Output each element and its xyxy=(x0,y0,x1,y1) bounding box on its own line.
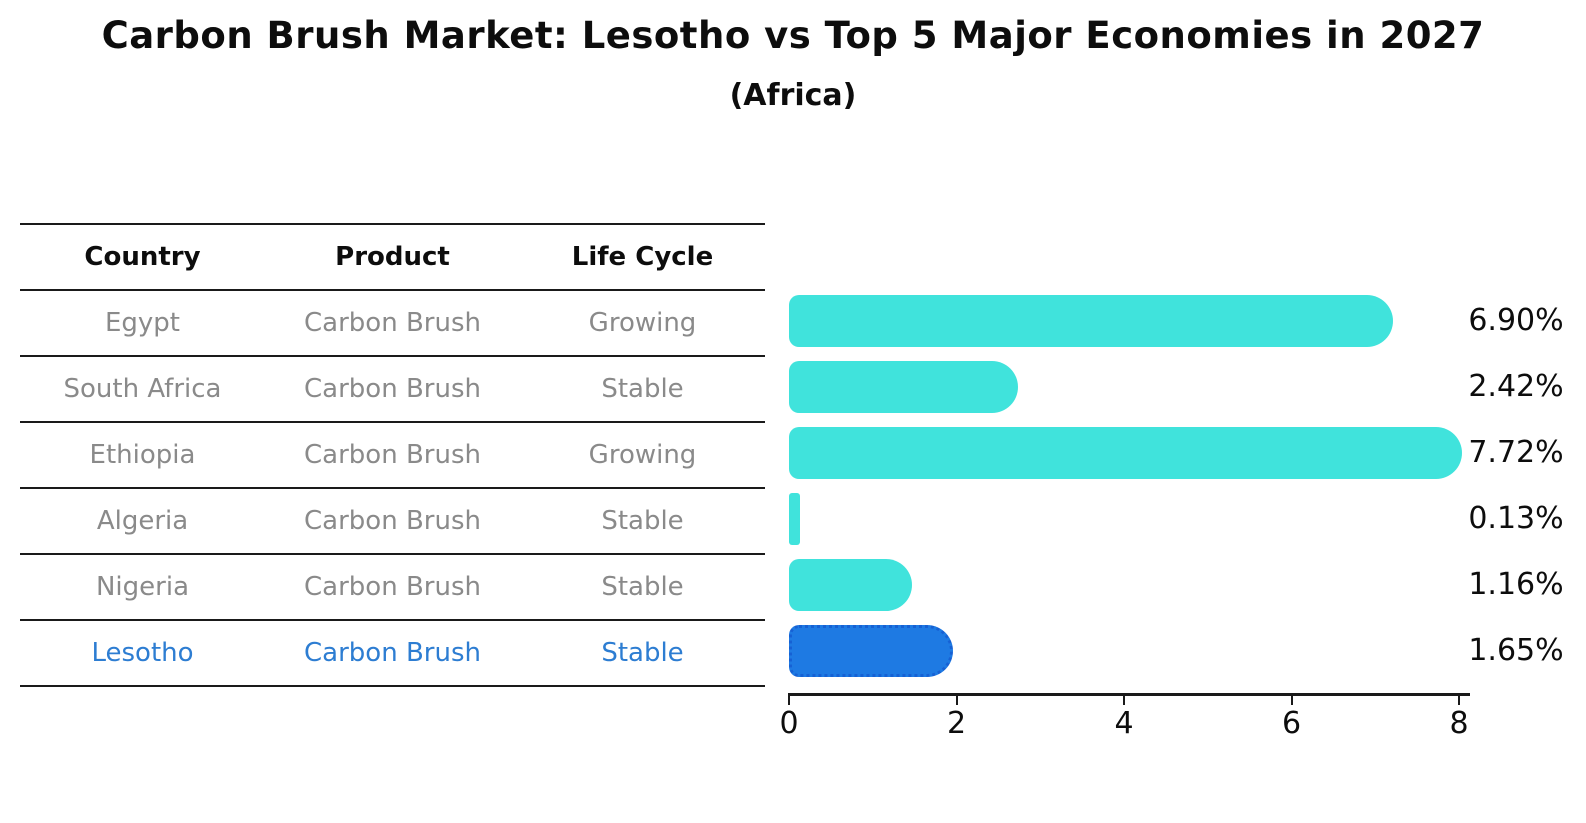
bar-value-label: 1.65% xyxy=(1468,633,1564,668)
x-axis-tick-label: 6 xyxy=(1281,706,1302,741)
cell-country: Ethiopia xyxy=(89,440,196,470)
table-row: South Africa Carbon Brush Stable xyxy=(20,357,765,423)
table-row: Ethiopia Carbon Brush Growing xyxy=(20,423,765,489)
x-axis-tick-label: 2 xyxy=(946,706,967,741)
x-axis-tick-label: 0 xyxy=(779,706,799,741)
bar-egypt xyxy=(789,295,1393,347)
bar-value-label: 0.13% xyxy=(1468,501,1564,536)
cell-life-cycle: Stable xyxy=(601,572,684,602)
cell-product: Carbon Brush xyxy=(304,506,481,536)
cell-life-cycle: Growing xyxy=(588,440,697,470)
x-axis-tick-label: 8 xyxy=(1449,706,1469,741)
table-row: Nigeria Carbon Brush Stable xyxy=(20,555,765,621)
column-header-country: Country xyxy=(84,242,201,272)
x-axis-line xyxy=(788,693,1470,696)
bar-value-label: 6.90% xyxy=(1468,303,1564,338)
column-header-lifecycle: Life Cycle xyxy=(571,242,714,272)
x-axis-tick xyxy=(788,696,790,705)
cell-life-cycle: Stable xyxy=(601,638,684,668)
cell-life-cycle: Stable xyxy=(601,506,684,536)
x-axis-tick xyxy=(1123,696,1125,705)
bar-value-label: 7.72% xyxy=(1468,435,1564,470)
cell-product: Carbon Brush xyxy=(304,440,481,470)
bar-highlight-lesotho xyxy=(789,625,954,677)
cell-product: Carbon Brush xyxy=(304,572,481,602)
cell-life-cycle: Growing xyxy=(588,308,697,338)
cell-product: Carbon Brush xyxy=(304,374,481,404)
cell-product: Carbon Brush xyxy=(304,308,481,338)
cell-life-cycle: Stable xyxy=(601,374,684,404)
page-subtitle: (Africa) xyxy=(729,78,857,113)
bar-south-africa xyxy=(789,361,1018,413)
x-axis-tick xyxy=(1290,696,1293,705)
column-header-product: Product xyxy=(335,242,450,272)
cell-country: South Africa xyxy=(63,374,222,404)
bar-nigeria xyxy=(789,559,913,611)
cell-country: Nigeria xyxy=(95,572,190,602)
cell-product: Carbon Brush xyxy=(304,638,481,668)
bar-value-label: 2.42% xyxy=(1468,369,1564,404)
bar-value-label: 1.16% xyxy=(1468,567,1564,602)
x-axis-tick xyxy=(955,696,958,705)
bar-algeria xyxy=(789,493,800,545)
x-axis-tick xyxy=(1458,696,1460,705)
x-axis-tick-label: 4 xyxy=(1114,706,1134,741)
table-row: Lesotho Carbon Brush Stable xyxy=(20,621,765,687)
country-table: Country Product Life Cycle Egypt Carbon B… xyxy=(20,223,765,687)
table-row: Egypt Carbon Brush Growing xyxy=(20,291,765,357)
table-row: Algeria Carbon Brush Stable xyxy=(20,489,765,555)
table-body: Egypt Carbon Brush Growing South Africa Carb… xyxy=(20,291,765,687)
cell-country: Lesotho xyxy=(91,638,194,668)
table-header-row: Country Product Life Cycle xyxy=(20,225,765,291)
bar-ethiopia xyxy=(789,427,1462,479)
cell-country: Egypt xyxy=(104,308,181,338)
page-title: Carbon Brush Market: Lesotho vs Top 5 Ma… xyxy=(101,14,1485,57)
cell-country: Algeria xyxy=(96,506,189,536)
